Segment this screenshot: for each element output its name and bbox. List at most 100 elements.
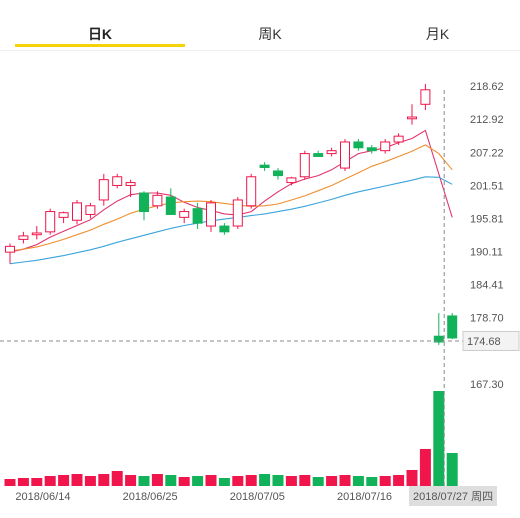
- tab-weekly-k[interactable]: 周K: [258, 26, 282, 42]
- candle: [31, 226, 42, 240]
- volume-bar: [165, 475, 177, 486]
- candle-body: [5, 245, 15, 253]
- volume-bar: [245, 475, 257, 486]
- volume-bar: [138, 476, 150, 486]
- volume-bar: [366, 477, 378, 486]
- candle-body: [273, 170, 283, 177]
- candle: [366, 144, 377, 154]
- tab-daily-k[interactable]: 日K: [87, 26, 113, 42]
- ma5-line: [9, 129, 453, 253]
- candle: [58, 211, 69, 224]
- candle: [259, 162, 270, 171]
- volume-bar: [339, 475, 351, 486]
- candle-body: [45, 211, 56, 233]
- price-tick-label: 195.81: [470, 213, 504, 225]
- candle: [18, 231, 29, 244]
- crosshair-date-label: 2018/07/27 周四: [413, 490, 493, 503]
- candle-body: [232, 199, 243, 227]
- candle: [112, 173, 123, 189]
- date-tick-label: 2018/06/14: [15, 491, 70, 503]
- volume-bar: [406, 470, 418, 486]
- volume-bar: [192, 476, 204, 486]
- volume-bar: [4, 479, 16, 486]
- volume-bar: [17, 478, 29, 486]
- date-axis: 2018/06/14 2018/06/25 2018/07/05 2018/07/16…: [15, 491, 443, 503]
- volume-bar: [419, 449, 431, 486]
- volume-bar: [232, 476, 244, 486]
- candle: [353, 139, 364, 151]
- volume-bar: [259, 474, 271, 486]
- candle: [72, 199, 82, 225]
- price-tick-label: 178.70: [470, 313, 504, 325]
- candle: [299, 150, 310, 180]
- volume-bar: [299, 475, 311, 486]
- active-tab-underline: [15, 44, 185, 47]
- candle-body: [85, 205, 96, 215]
- candle-body: [125, 182, 136, 186]
- candle-body: [380, 141, 391, 152]
- candle-body: [447, 315, 458, 339]
- price-tick-label: 207.22: [470, 147, 504, 159]
- candle-body: [112, 176, 123, 186]
- candle-body: [139, 192, 149, 213]
- volume-bar: [446, 453, 458, 486]
- candle-body: [152, 194, 163, 207]
- candle: [165, 188, 176, 215]
- candle-body: [299, 153, 310, 178]
- crosshair-price-label: 174.68: [467, 336, 501, 348]
- candle: [393, 133, 404, 145]
- crosshair: 174.68: [0, 90, 520, 488]
- candle-body: [192, 208, 203, 224]
- candles: [5, 83, 458, 345]
- tab-monthly-k[interactable]: 月K: [425, 26, 450, 42]
- candle: [340, 139, 350, 171]
- candle: [206, 199, 216, 232]
- candle-body: [340, 141, 350, 169]
- candle: [219, 223, 230, 235]
- candle-body: [420, 89, 431, 105]
- price-tick-label: 212.92: [470, 114, 504, 126]
- candle: [407, 104, 417, 125]
- candle: [326, 147, 337, 157]
- candle-body: [206, 202, 216, 227]
- candle-body: [366, 147, 377, 152]
- candle: [313, 150, 324, 157]
- volume-bar: [272, 475, 284, 486]
- candle: [232, 197, 243, 229]
- moving-average-lines: [9, 129, 453, 265]
- volume-bar: [125, 475, 137, 486]
- volume-bar: [84, 476, 96, 486]
- volume-bar: [151, 474, 163, 486]
- crosshair-date-box: [409, 486, 497, 506]
- candle-body: [58, 212, 69, 218]
- date-tick-label: 2018/06/25: [123, 491, 178, 503]
- candle: [447, 313, 458, 340]
- candle: [286, 176, 297, 186]
- candle-body: [353, 141, 364, 149]
- volume-bar: [393, 475, 405, 486]
- candle-body: [165, 196, 176, 215]
- volume-bar: [218, 478, 230, 486]
- candle: [273, 168, 283, 180]
- price-tick-label: 184.41: [470, 280, 504, 292]
- candle: [420, 83, 431, 111]
- ma20-line: [9, 176, 453, 265]
- volume-bar: [433, 391, 445, 486]
- volume-bar: [111, 471, 123, 486]
- candle-body: [31, 232, 42, 236]
- volume-bar: [71, 474, 83, 486]
- price-tick-label: 218.62: [470, 81, 504, 93]
- candle-body: [246, 176, 257, 207]
- volume-bar: [379, 476, 391, 486]
- crosshair-price-box: [462, 330, 520, 351]
- candle: [179, 208, 190, 224]
- period-tabs: 日K 周K 月K: [0, 0, 520, 51]
- price-tick-label: 201.51: [470, 180, 504, 192]
- candle-body: [259, 164, 270, 168]
- candle-body: [18, 235, 29, 240]
- candle: [85, 202, 96, 219]
- candle-body: [98, 179, 109, 201]
- candle: [152, 191, 163, 209]
- volume-bar: [326, 476, 338, 486]
